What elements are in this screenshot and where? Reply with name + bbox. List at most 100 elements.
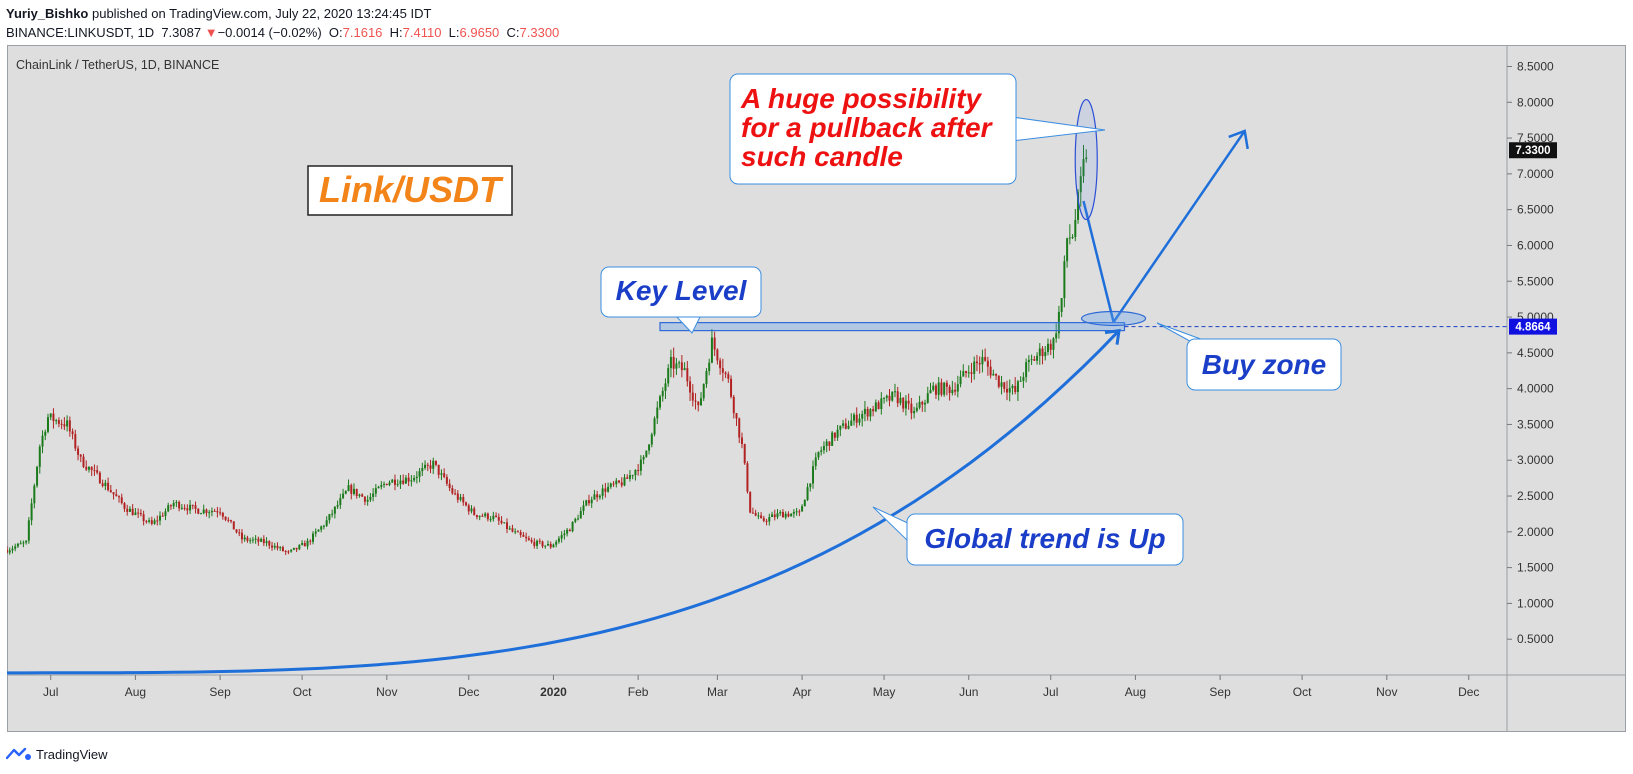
- candle-body: [347, 485, 350, 492]
- candle-body: [1025, 362, 1028, 378]
- footer-brand[interactable]: TradingView: [36, 746, 108, 762]
- candle-body: [934, 385, 937, 395]
- candle-body: [902, 397, 905, 409]
- candle-body: [82, 456, 85, 467]
- candle-body: [451, 488, 454, 494]
- y-tick-label: 7.0000: [1517, 167, 1554, 181]
- candle-body: [462, 497, 465, 503]
- candle-body: [713, 337, 716, 350]
- candle-body: [331, 513, 334, 515]
- candle-body: [915, 407, 918, 412]
- last-price: 7.3087: [161, 25, 202, 40]
- candle-body: [587, 500, 590, 504]
- candle-body: [486, 513, 489, 520]
- symbol-legend: BINANCE:LINKUSDT, 1D 7.3087 ▼−0.0014 (−0…: [6, 25, 559, 40]
- candle-body: [413, 477, 416, 481]
- candle-body: [604, 488, 607, 492]
- candle-body: [648, 444, 651, 451]
- key-level-price-badge-text: 4.8664: [1515, 322, 1551, 334]
- candle-body: [631, 475, 634, 477]
- global-trend-callout-box: [906, 513, 1184, 566]
- candle-body: [951, 389, 954, 394]
- tradingview-logo-icon[interactable]: [6, 746, 32, 762]
- candle-body: [891, 391, 894, 401]
- candle-body: [265, 541, 268, 544]
- candle-body: [601, 488, 604, 496]
- candle-body: [415, 476, 418, 478]
- candle-body: [164, 511, 167, 517]
- candle-body: [481, 515, 484, 517]
- candle-body: [284, 550, 287, 552]
- candle-body: [945, 382, 948, 387]
- author-name[interactable]: Yuriy_Bishko: [6, 6, 89, 21]
- candle-body: [484, 513, 487, 517]
- candle-body: [328, 514, 331, 521]
- candle-body: [112, 492, 115, 495]
- candle-body: [309, 540, 312, 542]
- candle-body: [454, 493, 457, 495]
- y-tick-label: 6.5000: [1517, 203, 1554, 217]
- y-tick-label: 6.0000: [1517, 238, 1554, 252]
- candle-body: [781, 511, 784, 518]
- price-chart[interactable]: 0.5000 1.0000 1.5000 2.0000 2.5000 3.0000 3.50…: [7, 45, 1626, 732]
- last-price-badge-bg: [1509, 142, 1557, 159]
- candle-body: [268, 541, 271, 546]
- candle-body: [992, 373, 995, 376]
- candle-body: [904, 400, 907, 409]
- candle-body: [109, 490, 112, 493]
- candle-body: [30, 503, 33, 521]
- x-tick-label: Sep: [209, 685, 231, 699]
- candle-body: [918, 401, 921, 408]
- candle-body: [1036, 355, 1039, 361]
- candle-body: [118, 496, 121, 498]
- candle-body: [79, 454, 82, 457]
- candle-body: [675, 363, 678, 369]
- candle-body: [219, 512, 222, 514]
- candle-body: [694, 400, 697, 402]
- candle-body: [907, 400, 910, 404]
- candle-body: [352, 488, 355, 494]
- candle-body: [232, 521, 235, 530]
- candle-body: [806, 487, 809, 500]
- x-tick-label: Feb: [628, 685, 649, 699]
- candle-body: [809, 483, 812, 488]
- candle-body: [142, 514, 145, 522]
- candle-body: [276, 545, 279, 549]
- candle-body: [363, 496, 366, 502]
- candle-body: [22, 542, 25, 544]
- candle-body: [516, 531, 519, 533]
- candle-body: [1008, 388, 1011, 393]
- y-tick-label: 2.0000: [1517, 525, 1554, 539]
- candle-body: [314, 531, 317, 534]
- candle-body: [672, 356, 675, 369]
- candle-body: [90, 467, 93, 471]
- candle-body: [320, 526, 323, 530]
- candle-body: [664, 383, 667, 391]
- candle-body: [544, 545, 547, 547]
- candle-body: [161, 515, 164, 517]
- candle-body: [719, 360, 722, 369]
- candle-body: [637, 470, 640, 472]
- candle-body: [656, 407, 659, 419]
- candle-body: [14, 546, 17, 549]
- y-tick-label: 4.0000: [1517, 382, 1554, 396]
- candle-body: [246, 537, 249, 541]
- candle-body: [1033, 359, 1036, 361]
- candle-body: [546, 543, 549, 546]
- pair-label-box: [307, 165, 513, 216]
- candle-body: [172, 503, 175, 507]
- symbol-name[interactable]: BINANCE:LINKUSDT, 1D: [6, 25, 155, 40]
- candle-body: [271, 545, 274, 548]
- candle-body: [279, 547, 282, 549]
- candle-body: [642, 456, 645, 460]
- candle-body: [948, 386, 951, 394]
- candle-body: [186, 508, 189, 511]
- candle-body: [399, 480, 402, 485]
- candle-body: [421, 468, 424, 472]
- candle-body: [210, 510, 213, 513]
- footer: TradingView: [6, 746, 108, 762]
- candle-body: [885, 395, 888, 398]
- candle-body: [598, 495, 601, 498]
- candle-body: [686, 368, 689, 382]
- candle-body: [358, 494, 361, 496]
